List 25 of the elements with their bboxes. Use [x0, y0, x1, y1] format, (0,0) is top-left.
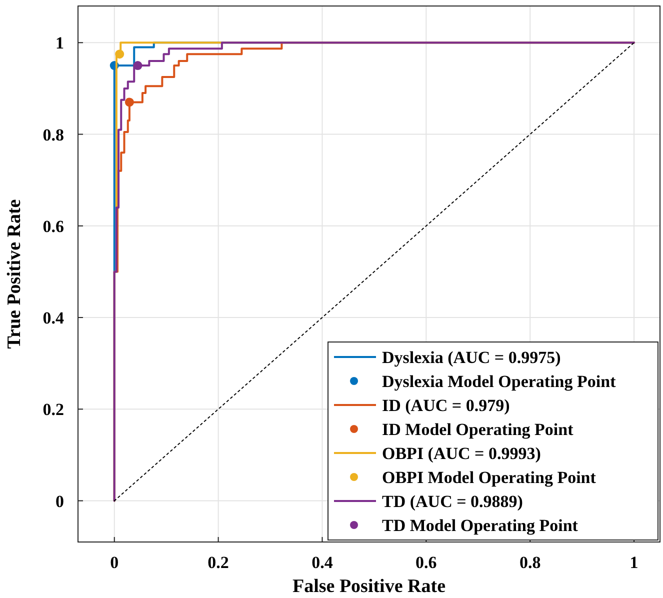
y-tick-label: 0.2: [42, 400, 64, 420]
x-tick-label: 0.6: [416, 553, 437, 572]
y-tick-label: 1: [56, 34, 64, 53]
legend-label: ID Model Operating Point: [382, 420, 574, 439]
x-axis-title: False Positive Rate: [292, 576, 446, 597]
point: [133, 61, 142, 70]
y-tick-label: 0.4: [42, 308, 64, 328]
legend-label: Dyslexia (AUC = 0.9975): [382, 348, 561, 367]
legend-label: OBPI Model Operating Point: [382, 468, 596, 487]
x-tick-label: 0.2: [208, 553, 229, 572]
x-tick-label: 1: [630, 553, 638, 572]
x-tick-label: 0.4: [312, 553, 334, 572]
y-tick-label: 0.6: [42, 216, 64, 236]
legend-label: TD (AUC = 0.9889): [382, 492, 523, 511]
point: [115, 50, 124, 59]
legend-label: TD Model Operating Point: [382, 516, 578, 535]
x-tick-label: 0: [110, 553, 119, 572]
x-tick-label: 0.8: [519, 553, 541, 572]
y-axis-title: True Positive Rate: [4, 199, 25, 349]
point: [124, 98, 134, 107]
legend-label: ID (AUC = 0.979): [382, 396, 510, 415]
legend-label: Dyslexia Model Operating Point: [382, 372, 616, 391]
y-tick-label: 0.8: [42, 125, 64, 144]
y-tick-label: 0: [56, 492, 64, 511]
legend-label: OBPI (AUC = 0.9993): [382, 444, 541, 463]
